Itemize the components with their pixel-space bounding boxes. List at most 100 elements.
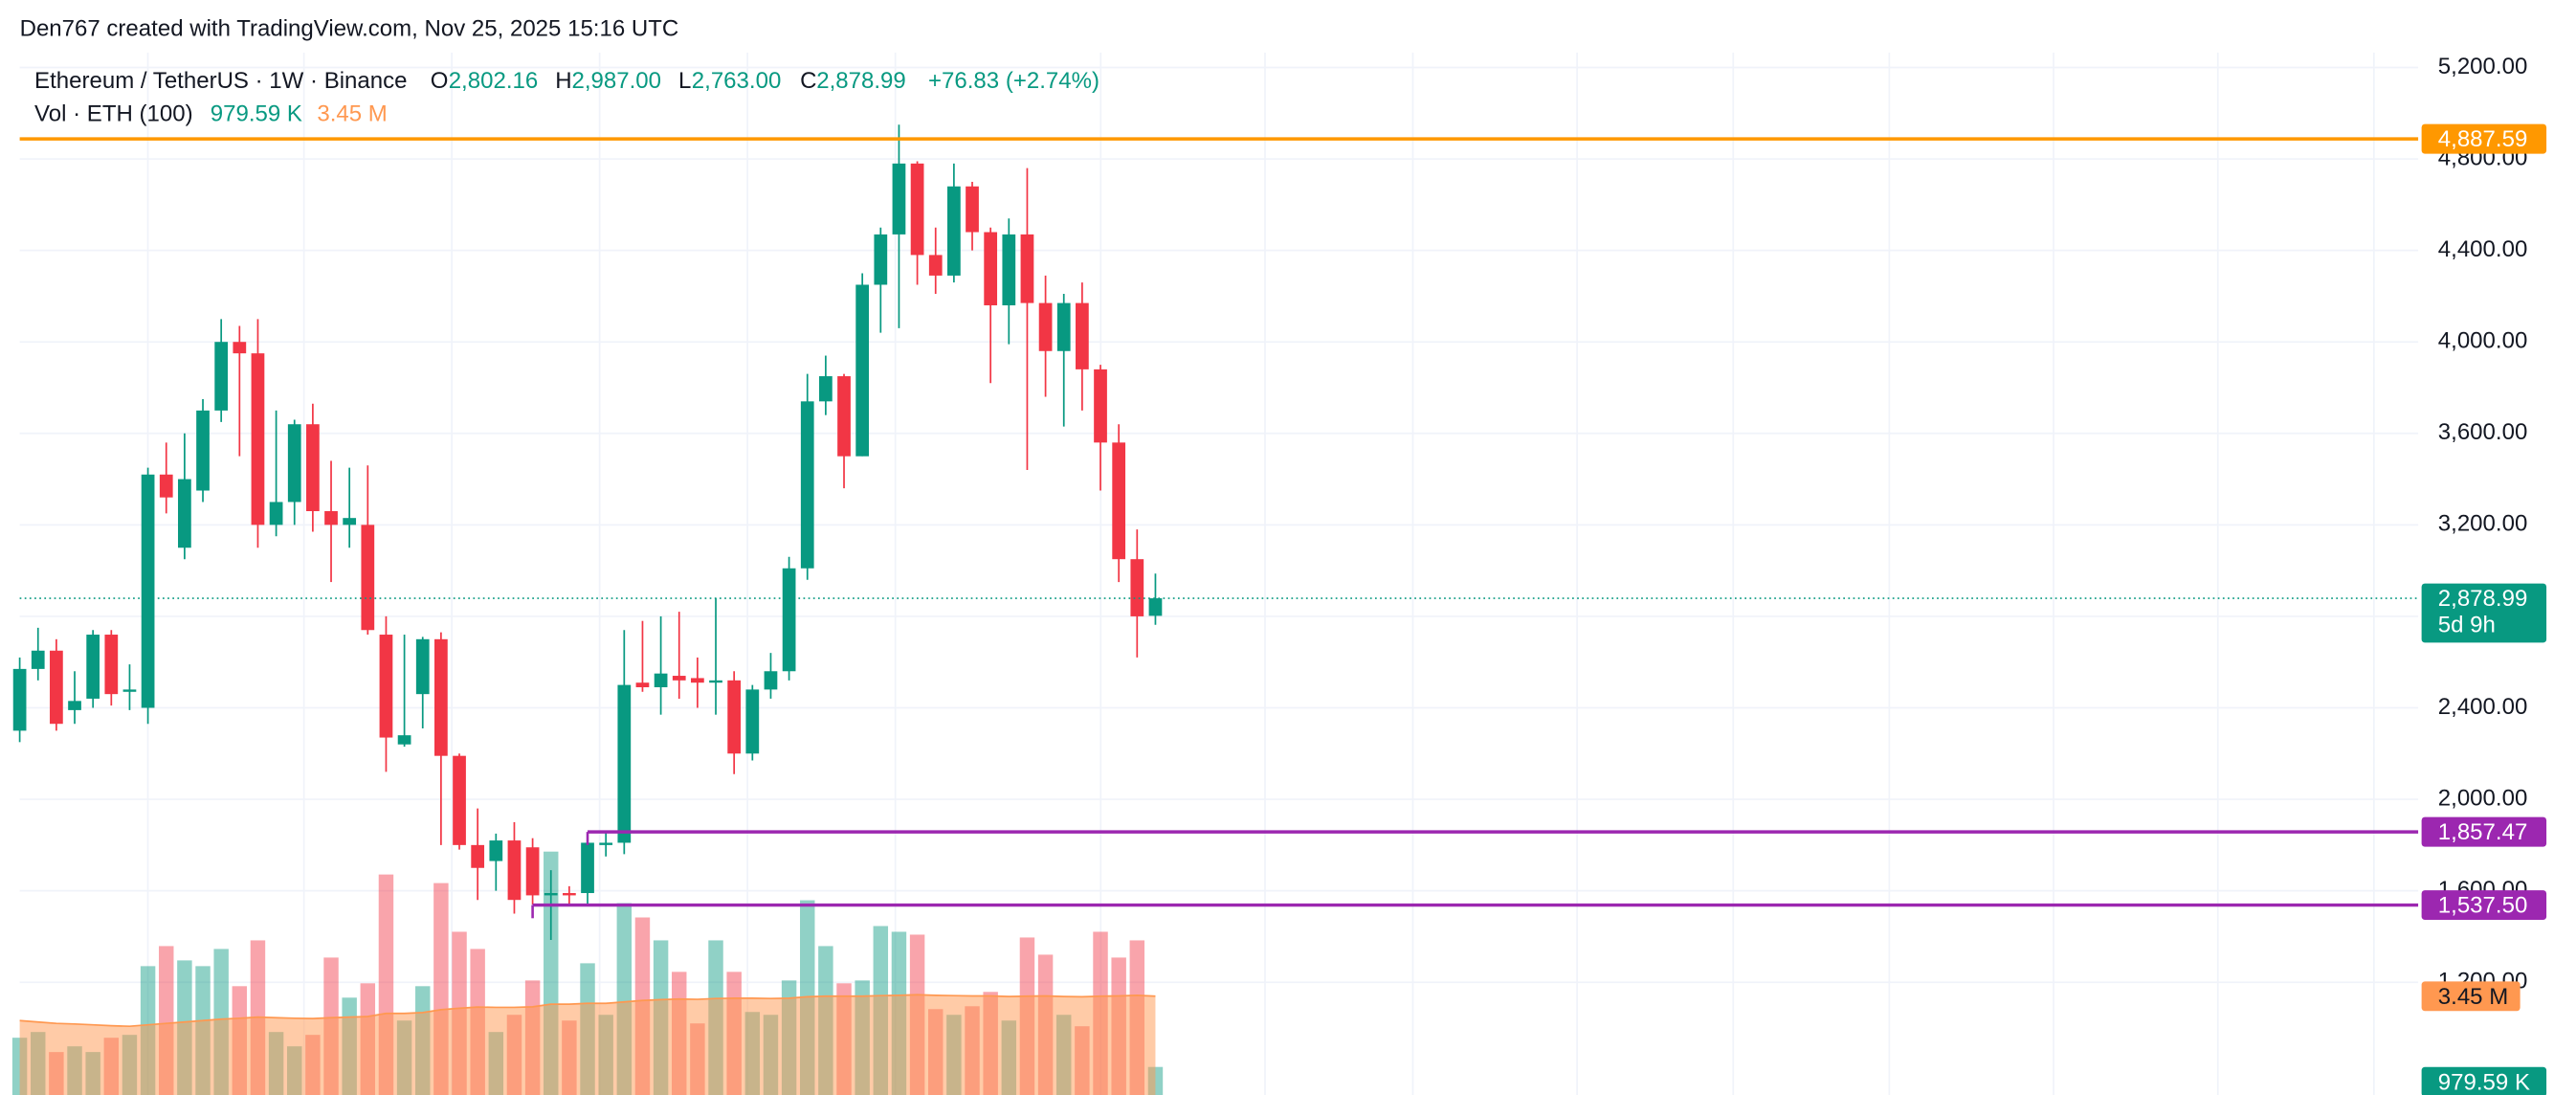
candle-body (892, 163, 906, 235)
candle-body (343, 518, 357, 525)
y-tick-label: 3,200.00 (2438, 511, 2528, 537)
legend: Ethereum / TetherUS · 1W · Binance O 2,802… (34, 68, 1099, 126)
legend-l: 2,763.00 (692, 68, 782, 94)
candle-body (86, 635, 100, 699)
candle-body (471, 844, 485, 868)
candle-body (1002, 234, 1016, 305)
legend-change: +76.83 (+2.74%) (928, 68, 1099, 94)
candle-body (196, 410, 210, 491)
candle-body (691, 678, 704, 683)
last-price-label: 2,878.99 (2438, 586, 2528, 612)
level-label: 4,887.59 (2438, 126, 2528, 152)
candle-body (544, 893, 558, 896)
candle-body (361, 525, 375, 631)
candle-body (563, 893, 576, 896)
level-label: 1,857.47 (2438, 819, 2528, 845)
y-tick-label: 5,200.00 (2438, 54, 2528, 79)
volume-pane (11, 851, 1164, 1095)
candle-body (1056, 302, 1071, 351)
candle-body (306, 424, 320, 512)
candle-body (141, 474, 155, 708)
candles (12, 124, 1163, 941)
candle-body (928, 255, 943, 276)
candle-body (31, 650, 45, 669)
candle-body (966, 186, 979, 233)
legend-c-key: C (800, 68, 816, 94)
candle-body (50, 650, 63, 725)
legend-vol: 979.59 K (211, 101, 302, 127)
candle-body (1038, 302, 1053, 351)
candle-body (251, 353, 265, 525)
legend-c: 2,878.99 (816, 68, 906, 94)
candle-body (507, 840, 522, 901)
candle-body (397, 735, 411, 745)
candle-body (159, 474, 173, 498)
vol-ma-label: 3.45 M (2438, 984, 2508, 1010)
last-price-box (2421, 583, 2547, 643)
candle-body (745, 689, 760, 754)
y-tick-label: 3,600.00 (2438, 419, 2528, 445)
candle-body (672, 676, 686, 681)
level-label-box (2421, 816, 2547, 847)
legend-symbol: Ethereum / TetherUS · 1W · Binance (34, 68, 407, 94)
overlays (19, 137, 2419, 919)
candle-body (727, 680, 742, 754)
credit: Den767 created with TradingView.com, Nov… (20, 15, 679, 41)
level-label: 1,537.50 (2438, 893, 2528, 919)
candle-body (837, 376, 851, 457)
axis-labels: 1,200.001,600.002,000.002,400.002,800.00… (2421, 54, 2547, 1095)
candle-body (1130, 559, 1144, 616)
candle-body (617, 684, 632, 843)
level-label-box (2421, 890, 2547, 921)
candle-body (800, 401, 814, 569)
candle-body (1112, 442, 1126, 560)
candle-body (1020, 234, 1034, 303)
y-tick-label: 2,000.00 (2438, 785, 2528, 811)
candle-body (178, 479, 191, 548)
candle-body (984, 232, 998, 305)
legend-o: 2,802.16 (449, 68, 539, 94)
y-tick-label: 4,000.00 (2438, 328, 2528, 354)
candle-body (214, 342, 229, 411)
legend-o-key: O (431, 68, 449, 94)
level-label-box (2421, 123, 2547, 154)
candle-body (709, 680, 722, 683)
candle-body (819, 376, 833, 402)
candle-body (269, 502, 283, 525)
candle-body (489, 840, 503, 861)
candle-body (434, 638, 448, 756)
vol-box (2421, 1066, 2547, 1095)
candle-body (1148, 598, 1163, 616)
candle-body (324, 511, 338, 525)
candle-body (379, 635, 393, 738)
legend-vol-title: Vol · ETH (100) (34, 101, 193, 127)
candle-body (525, 847, 540, 896)
legend-l-key: L (678, 68, 691, 94)
y-tick-label: 4,400.00 (2438, 236, 2528, 262)
grid (19, 52, 2419, 1095)
y-tick-label: 2,400.00 (2438, 694, 2528, 720)
vol-label: 979.59 K (2438, 1069, 2530, 1095)
candle-body (782, 568, 796, 672)
candle-body (415, 638, 430, 695)
candle-body (764, 671, 778, 690)
price-axis (2418, 52, 2576, 1095)
candle-body (947, 186, 961, 276)
volume-ma-line (19, 994, 1156, 1028)
candle-body (104, 635, 119, 695)
candle-body (910, 163, 924, 256)
candle-body (581, 842, 594, 894)
candle-body (599, 842, 613, 845)
candle-body (233, 342, 247, 354)
candle-body (635, 682, 650, 687)
candle-body (453, 755, 466, 845)
candle-body (68, 701, 81, 710)
candle-body (122, 689, 137, 692)
candle-body (874, 234, 888, 285)
candle-body (12, 668, 27, 731)
candle-body (1094, 369, 1107, 443)
